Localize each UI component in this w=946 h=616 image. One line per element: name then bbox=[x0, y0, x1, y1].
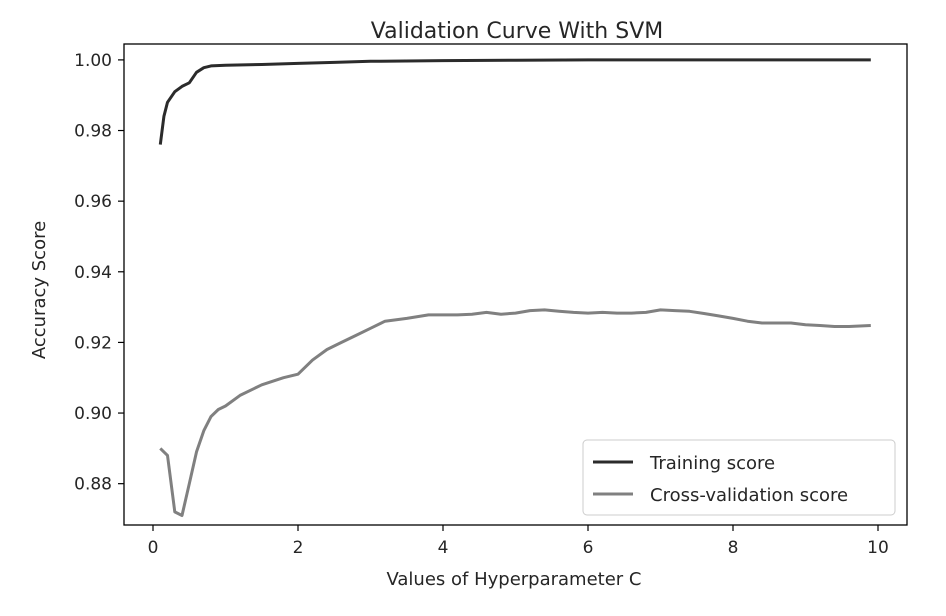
y-axis-ticks: 0.88 0.90 0.92 0.94 0.96 0.98 1.00 bbox=[74, 51, 124, 495]
chart-title: Validation Curve With SVM bbox=[371, 19, 663, 44]
cross-validation-score-line bbox=[159, 308, 871, 517]
x-axis-title: Values of Hyperparameter C bbox=[386, 569, 641, 590]
y-tick-label: 0.92 bbox=[74, 333, 112, 353]
series-layer bbox=[158, 58, 871, 517]
x-tick-label: 8 bbox=[728, 538, 739, 558]
x-tick-label: 0 bbox=[148, 538, 159, 558]
legend-box bbox=[582, 439, 896, 516]
legend-label-cross-validation: Cross-validation score bbox=[650, 485, 848, 506]
y-tick-label: 0.90 bbox=[74, 404, 112, 424]
y-tick-label: 0.96 bbox=[74, 192, 112, 212]
training-score-line bbox=[158, 58, 871, 145]
y-tick-label: 0.98 bbox=[74, 122, 112, 142]
x-tick-label: 6 bbox=[583, 538, 594, 558]
y-tick-label: 0.88 bbox=[74, 475, 112, 495]
y-axis-title: Accuracy Score bbox=[29, 221, 50, 359]
legend-label-training: Training score bbox=[649, 453, 775, 474]
y-tick-label: 1.00 bbox=[74, 51, 112, 71]
y-tick-label: 0.94 bbox=[74, 263, 112, 283]
legend: Training score Cross-validation score bbox=[582, 439, 896, 516]
x-axis-ticks: 0 2 4 6 8 10 bbox=[148, 525, 889, 558]
plot-area-frame bbox=[123, 43, 908, 526]
x-tick-label: 4 bbox=[438, 538, 449, 558]
x-tick-label: 10 bbox=[867, 538, 889, 558]
x-tick-label: 2 bbox=[293, 538, 304, 558]
